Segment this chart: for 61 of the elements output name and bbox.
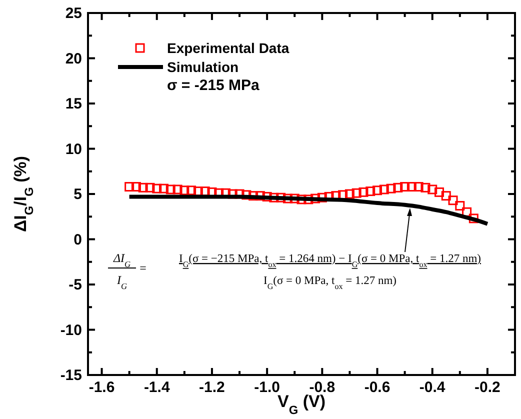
point <box>366 186 376 196</box>
x-tick-label: -1.2 <box>199 379 225 396</box>
x-tick-label: -0.6 <box>364 379 390 396</box>
y-tick-label: 15 <box>65 96 82 112</box>
point <box>172 184 182 194</box>
x-tick-label: -1.4 <box>144 379 170 396</box>
legend-label: Simulation <box>167 59 239 75</box>
y-tick-label: -5 <box>68 276 82 294</box>
point <box>379 184 389 194</box>
x-tick-label: -1.0 <box>254 379 280 396</box>
point <box>290 194 300 204</box>
y-tick-label: -10 <box>60 322 82 339</box>
point <box>145 182 155 192</box>
x-tick-label: -0.4 <box>419 379 446 396</box>
y-tick-label: -15 <box>60 367 82 384</box>
annotation: I$_{G}$(σ = 0 MPa, t$_{ox}$ = 1.27 nm) <box>263 275 397 290</box>
point <box>400 182 410 192</box>
point <box>372 186 382 196</box>
point <box>282 194 292 204</box>
legend-label: Experimental Data <box>167 40 290 56</box>
point <box>317 192 327 202</box>
point <box>352 188 362 198</box>
point <box>358 187 368 197</box>
point <box>255 191 265 201</box>
point <box>344 189 354 199</box>
annotation: = <box>140 261 147 275</box>
annotation: I$_{G}$ <box>116 273 128 290</box>
point <box>276 192 286 202</box>
point <box>180 186 190 196</box>
x-tick-label: -0.2 <box>474 379 500 396</box>
annotation: σ = -215 MPa <box>167 77 260 94</box>
y-tick-label: 20 <box>65 50 82 68</box>
y-tick-label: 0 <box>74 231 82 248</box>
point <box>448 196 458 206</box>
point <box>434 187 444 197</box>
point <box>393 182 403 192</box>
point <box>420 182 430 192</box>
point <box>455 201 465 211</box>
y-tick-label: 5 <box>74 186 82 203</box>
point <box>124 182 134 192</box>
point <box>152 184 162 194</box>
point <box>386 184 396 194</box>
y-tick-label: 25 <box>65 5 82 22</box>
x-tick-label: -1.6 <box>88 379 115 396</box>
point <box>269 192 279 202</box>
point <box>468 214 478 224</box>
y-tick-label: 10 <box>65 140 82 158</box>
point <box>414 182 424 192</box>
point <box>138 182 148 192</box>
point <box>441 191 451 201</box>
point <box>428 184 438 194</box>
point <box>296 194 306 204</box>
point <box>166 184 176 194</box>
point <box>186 186 196 196</box>
point <box>228 189 238 199</box>
point <box>131 182 141 192</box>
point <box>262 192 272 202</box>
point <box>406 182 416 192</box>
point <box>159 184 169 194</box>
text: I$_{G}$(σ = −215 MPa, t$_{ox}$ = 1.264 nm) − I$_{G}$(σ = 0 MPa, t$_{ox}$ = 1.27 nm) <box>178 253 482 268</box>
annotation: ΔI$_{G}$ <box>112 251 131 268</box>
